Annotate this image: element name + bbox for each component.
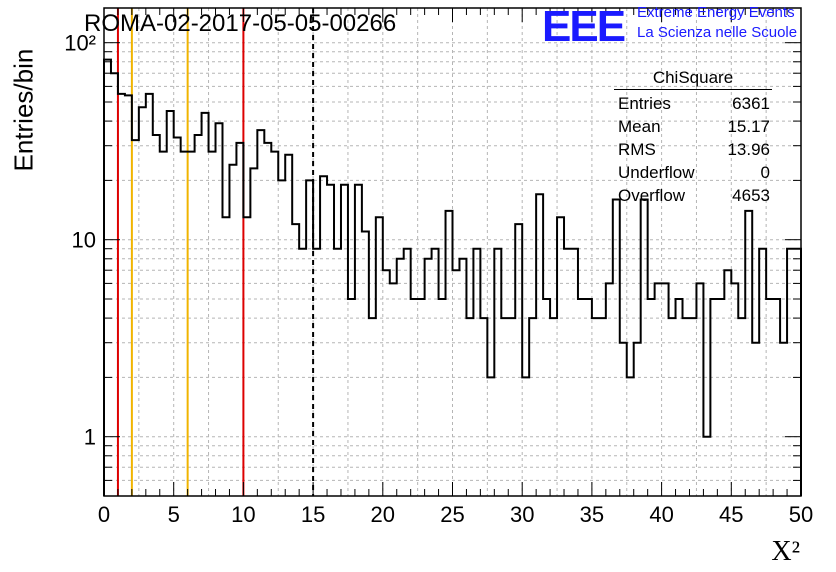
stats-label: Mean bbox=[618, 117, 661, 136]
stats-label: Entries bbox=[618, 94, 671, 113]
logo-line-1: Extreme Energy Events bbox=[637, 4, 795, 21]
x-tick-label: 40 bbox=[649, 502, 673, 527]
x-tick-label: 50 bbox=[789, 502, 813, 527]
chart-title: ROMA-02-2017-05-05-00266 bbox=[84, 10, 397, 37]
y-tick-label: 10 bbox=[72, 228, 96, 253]
stats-value: 15.17 bbox=[727, 117, 770, 136]
y-tick-label: 1 bbox=[84, 425, 96, 450]
x-tick-label: 0 bbox=[98, 502, 110, 527]
y-tick-label: 10² bbox=[64, 31, 96, 56]
eee-logo-text: Extreme Energy Events La Scienza nelle S… bbox=[637, 3, 797, 43]
logo-line-2: La Scienza nelle Scuole bbox=[637, 24, 798, 41]
stats-label: Underflow bbox=[618, 163, 695, 182]
stats-row-underflow: Underflow 0 bbox=[608, 161, 778, 184]
x-axis-label: X² bbox=[771, 536, 800, 567]
stats-row-overflow: Overflow 4653 bbox=[608, 184, 778, 207]
x-tick-label: 5 bbox=[168, 502, 180, 527]
stats-label: RMS bbox=[618, 140, 656, 159]
stats-value: 0 bbox=[760, 163, 770, 182]
x-tick-label: 20 bbox=[371, 502, 395, 527]
stats-value: 4653 bbox=[732, 186, 770, 205]
x-tick-label: 10 bbox=[231, 502, 255, 527]
stats-row-entries: Entries 6361 bbox=[608, 92, 778, 115]
stats-header: ChiSquare bbox=[614, 68, 772, 90]
x-tick-label: 25 bbox=[440, 502, 464, 527]
stats-value: 13.96 bbox=[727, 140, 770, 159]
histogram-series bbox=[103, 58, 802, 496]
x-tick-label: 30 bbox=[510, 502, 534, 527]
x-tick-label: 45 bbox=[719, 502, 743, 527]
stats-row-rms: RMS 13.96 bbox=[608, 138, 778, 161]
stats-value: 6361 bbox=[732, 94, 770, 113]
x-tick-label: 15 bbox=[301, 502, 325, 527]
stats-label: Overflow bbox=[618, 186, 686, 205]
stats-row-mean: Mean 15.17 bbox=[608, 115, 778, 138]
y-axis-label: Entries/bin bbox=[8, 48, 39, 172]
stats-box: ChiSquare Entries 6361 Mean 15.17 RMS 13.96… bbox=[608, 68, 778, 207]
x-tick-label: 35 bbox=[580, 502, 604, 527]
eee-logo: EEE bbox=[542, 2, 626, 51]
